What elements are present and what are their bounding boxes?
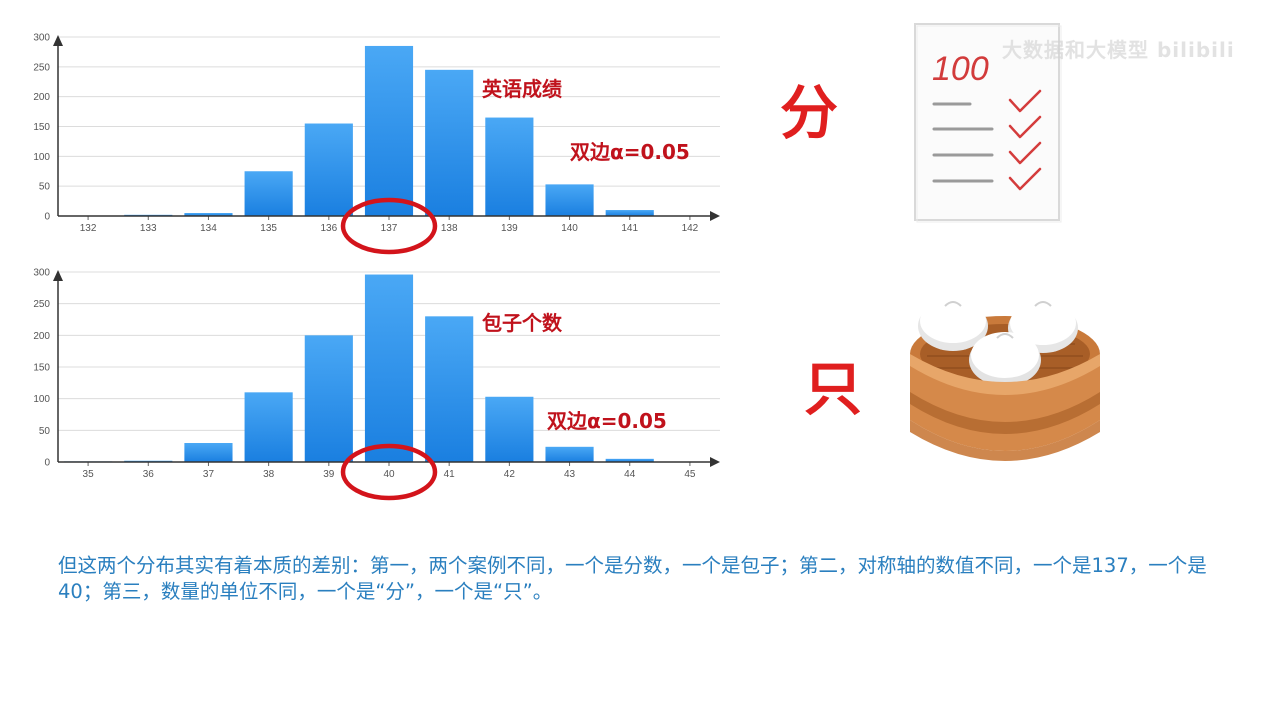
chart-bun-counts: 300 250 200 150 100 50 0 35 36 37 38 39 40 41 42 43 44 45	[33, 268, 720, 501]
x-tick-label: 134	[200, 223, 217, 234]
x-tick-label: 35	[83, 469, 95, 480]
highlight-ring	[340, 197, 438, 255]
bar-134	[184, 213, 233, 216]
bar-42	[485, 396, 534, 462]
bar-137	[364, 45, 414, 217]
bar-39	[304, 335, 353, 462]
y-tick-label: 0	[44, 212, 50, 223]
bar-139	[485, 117, 534, 216]
score-text: 100	[932, 50, 989, 88]
x-tick-label: 137	[381, 223, 398, 234]
caption-text: 但这两个分布其实有着本质的差别：第一，两个案例不同，一个是分数，一个是包子；第二…	[58, 554, 1207, 603]
y-tick-label: 50	[39, 182, 51, 193]
y-tick-label: 250	[33, 299, 50, 310]
bar-43	[545, 446, 594, 462]
y-tick-label: 200	[33, 331, 50, 342]
bar-38	[244, 392, 293, 462]
y-axis-arrow	[53, 35, 63, 46]
bar-44	[605, 458, 654, 462]
bar-141	[605, 210, 654, 216]
y-tick-label: 300	[33, 268, 50, 279]
x-tick-label: 140	[561, 223, 578, 234]
x-tick-label: 40	[383, 469, 395, 480]
unit-char-bun: 只	[804, 355, 863, 423]
x-tick-label: 133	[140, 223, 157, 234]
x-tick-label: 42	[504, 469, 516, 480]
y-tick-label: 100	[33, 394, 50, 405]
x-tick-label: 36	[143, 469, 155, 480]
unit-char-score: 分	[780, 79, 839, 147]
x-tick-label: 44	[624, 469, 636, 480]
x-tick-label: 39	[323, 469, 335, 480]
x-tick-label: 142	[682, 223, 699, 234]
y-tick-label: 250	[33, 62, 50, 73]
x-tick-label: 138	[441, 223, 458, 234]
x-tick-label: 43	[564, 469, 576, 480]
chart-label-english-scores: 英语成绩	[482, 77, 562, 101]
x-tick-label: 136	[320, 223, 337, 234]
bar-40	[364, 274, 414, 462]
y-tick-label: 150	[33, 122, 50, 133]
y-tick-label: 150	[33, 363, 50, 374]
steamed-buns-icon	[910, 299, 1100, 461]
x-tick-label: 38	[263, 469, 275, 480]
alpha-label-2: 双边α=0.05	[547, 409, 667, 433]
alpha-label-1: 双边α=0.05	[570, 140, 690, 164]
x-tick-label: 45	[684, 469, 696, 480]
chart-label-bun-counts: 包子个数	[482, 311, 562, 335]
y-tick-label: 300	[33, 33, 50, 44]
x-tick-label: 41	[444, 469, 456, 480]
x-tick-label: 132	[80, 223, 97, 234]
score-sheet-icon: 100	[914, 23, 1062, 223]
x-tick-label: 37	[203, 469, 215, 480]
bar-41	[425, 316, 474, 462]
watermark: 大数据和大模型 bilibili	[1002, 38, 1235, 62]
x-axis-arrow	[710, 211, 720, 221]
y-tick-label: 0	[44, 458, 50, 469]
x-axis-arrow	[710, 457, 720, 467]
bar-138	[425, 69, 474, 216]
highlight-ring	[340, 443, 438, 501]
bar-135	[244, 171, 293, 216]
y-tick-label: 50	[39, 426, 51, 437]
y-tick-label: 200	[33, 92, 50, 103]
bar-136	[304, 123, 353, 216]
x-tick-label: 141	[621, 223, 638, 234]
y-tick-label: 100	[33, 152, 50, 163]
x-tick-label: 135	[260, 223, 277, 234]
bar-140	[545, 184, 594, 216]
bar-37	[184, 443, 233, 462]
x-tick-label: 139	[501, 223, 518, 234]
y-axis-arrow	[53, 270, 63, 281]
chart-english-scores: 300 250 200 150 100 50 0 132 133 134 135 136 137 138 1…	[33, 33, 720, 255]
